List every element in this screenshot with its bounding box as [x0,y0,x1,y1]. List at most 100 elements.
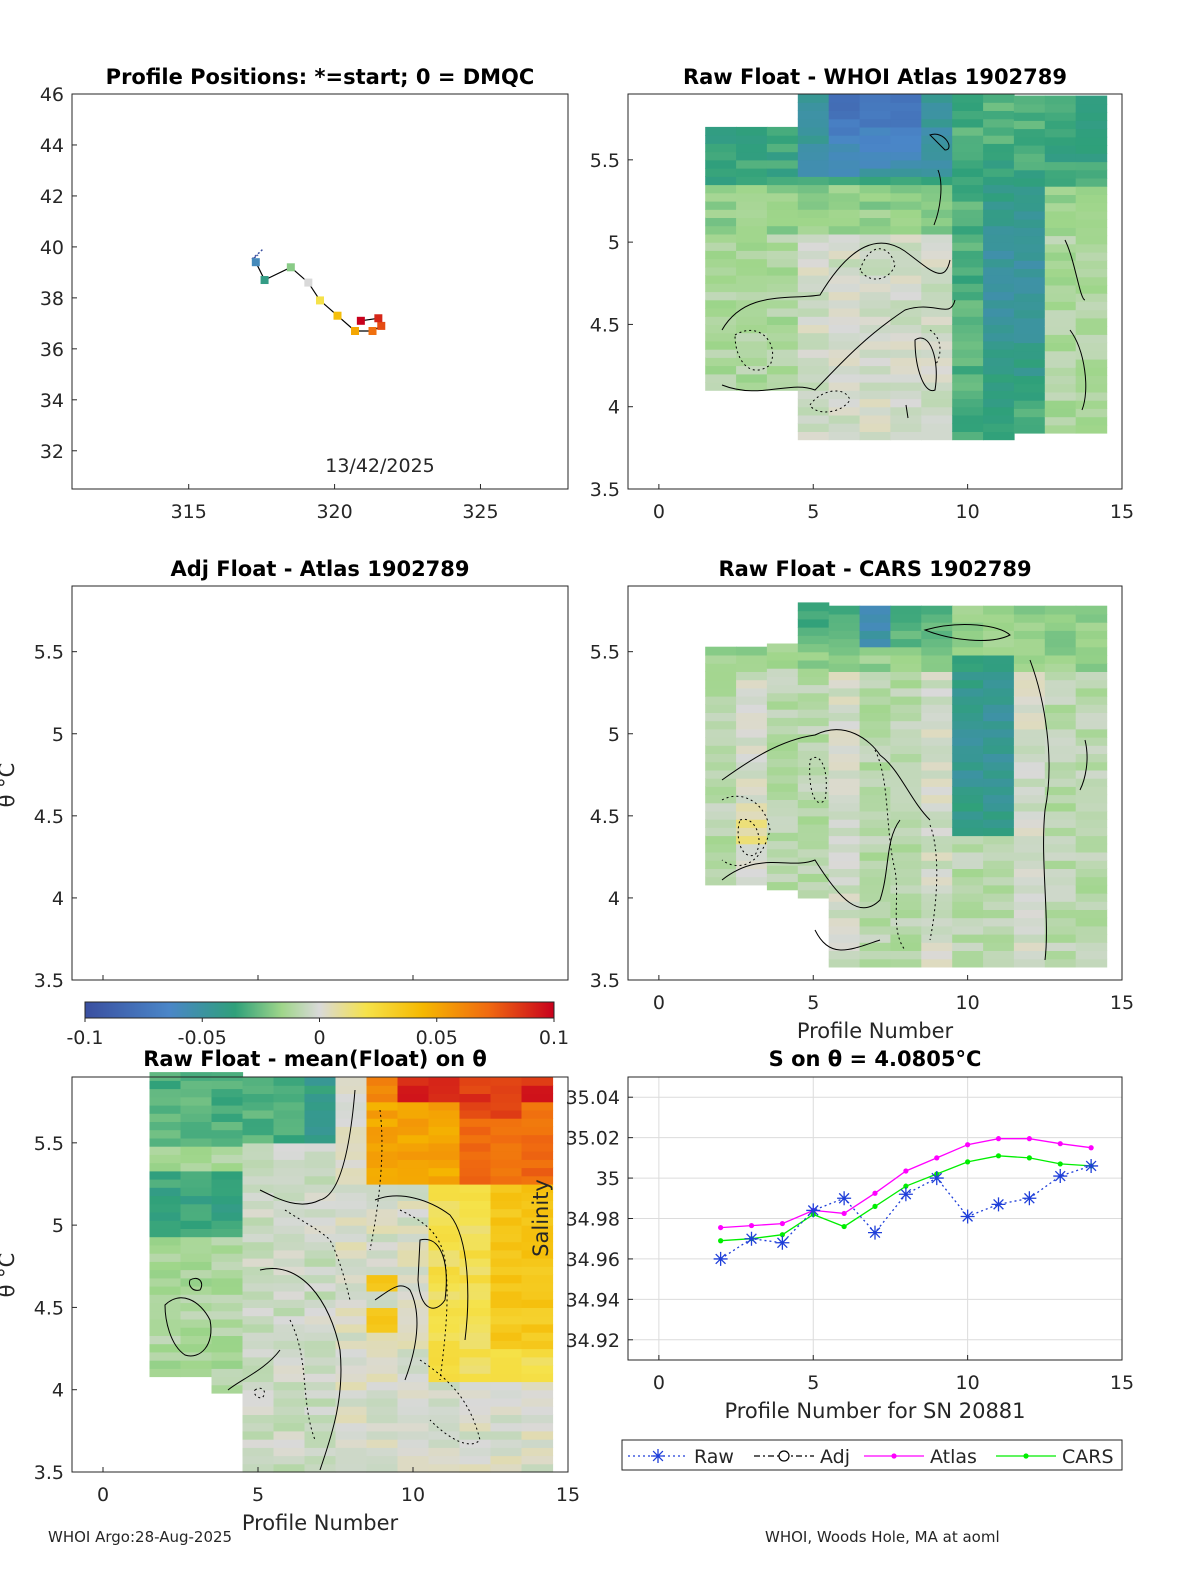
heatmap-cell [890,852,922,861]
heatmap-cell [428,1291,461,1300]
heatmap-cell [828,398,861,408]
heatmap-cell [921,324,953,334]
heatmap-cell [273,1365,306,1374]
heatmap-cell [366,1134,399,1144]
heatmap-cell [983,884,1015,894]
heatmap-cell [304,1315,337,1325]
heatmap-cell [242,1282,275,1292]
heatmap-cell [459,1184,492,1193]
y-tick-label: 35 [596,1168,620,1190]
x-tick-label: 325 [462,501,498,523]
heatmap-cell [859,876,892,886]
heatmap-cell [983,802,1015,812]
heatmap-cell [397,1373,430,1383]
heatmap-cell [242,1077,275,1086]
heatmap-cell [335,1373,368,1383]
heatmap-cell [736,159,768,169]
heatmap-cell [1013,103,1046,113]
heatmap-cell [983,184,1015,194]
heatmap-cell [490,1109,523,1119]
heatmap-cell [859,761,892,771]
heatmap-cell [921,192,953,202]
heatmap-cell [705,712,737,722]
heatmap-cell [366,1233,399,1243]
heatmap-cell [459,1299,492,1308]
heatmap-cell [797,791,830,800]
heatmap-cell [828,340,861,350]
heatmap-cell [766,717,799,727]
heatmap-cell [952,893,984,902]
heatmap-cell [736,671,768,681]
heatmap-cell [766,143,799,153]
heatmap-cell [983,613,1015,623]
heatmap-cell [1044,934,1077,943]
data-point [1026,1155,1032,1161]
heatmap-cell [921,778,953,787]
heatmap-cell [459,1323,492,1333]
heatmap-cell [921,901,953,910]
heatmap-cell [1044,128,1077,138]
heatmap-cell [859,802,892,812]
heatmap-cell [428,1414,461,1424]
heatmap-cell [304,1134,337,1144]
heatmap-cell [397,1233,430,1243]
heatmap-cell [335,1389,368,1399]
heatmap-cell [521,1447,554,1457]
heatmap-cell [335,1332,368,1341]
heatmap-cell [459,1225,492,1234]
heatmap-cell [1013,942,1046,951]
heatmap-cell [797,217,830,227]
heatmap-cell [273,1151,306,1160]
heatmap-cell [428,1233,461,1243]
heatmap-cell [983,102,1015,111]
heatmap-cell [428,1159,461,1169]
heatmap-cell [736,151,768,161]
legend-label: Atlas [930,1446,977,1468]
x-tick-label: 0 [653,501,665,523]
heatmap-cell [1013,252,1046,261]
heatmap-cell [1044,712,1077,722]
heatmap-cell [921,605,953,615]
heatmap-cell [859,192,892,202]
heatmap-cell [859,860,892,869]
heatmap-cell [736,258,768,268]
heatmap-cell [1044,638,1077,648]
heatmap-cell [952,357,984,367]
heatmap-cell [828,283,861,293]
heatmap-cell [459,1389,492,1399]
y-tick-label: 4.5 [590,806,620,828]
heatmap-cell [304,1167,337,1177]
heatmap-cell [490,1323,523,1333]
heatmap-cell [1075,819,1108,828]
heatmap-cell [1044,679,1077,689]
heatmap-cell [1075,909,1108,919]
heatmap-cell [828,819,861,828]
heatmap-cell [149,1179,182,1188]
heatmap-cell [521,1200,554,1210]
heatmap-cell [490,1118,523,1127]
y-tick-label: 32 [40,441,64,463]
heatmap-cell [490,1192,523,1201]
heatmap-cell [335,1126,368,1136]
heatmap-cell [828,184,861,194]
heatmap-cell [828,349,861,358]
heatmap-cell [1075,868,1108,878]
heatmap-cell [797,700,830,710]
heatmap-cell [921,126,953,136]
heatmap-cell [859,942,892,951]
heatmap-cell [428,1389,461,1399]
heatmap-cell [366,1373,399,1383]
heatmap-cell [490,1348,523,1358]
heatmap-cell [1044,950,1077,960]
heatmap-cell [705,876,737,886]
y-tick-label: 42 [40,186,64,208]
heatmap-cell [1013,827,1046,837]
heatmap-cell [983,118,1015,128]
heatmap-cell [397,1274,430,1284]
heatmap-cell [180,1179,213,1188]
heatmap-cell [1013,868,1046,878]
heatmap-cell [1075,210,1108,220]
heatmap-cell [828,126,861,136]
heatmap-cell [459,1126,492,1136]
heatmap-cell [859,613,892,623]
